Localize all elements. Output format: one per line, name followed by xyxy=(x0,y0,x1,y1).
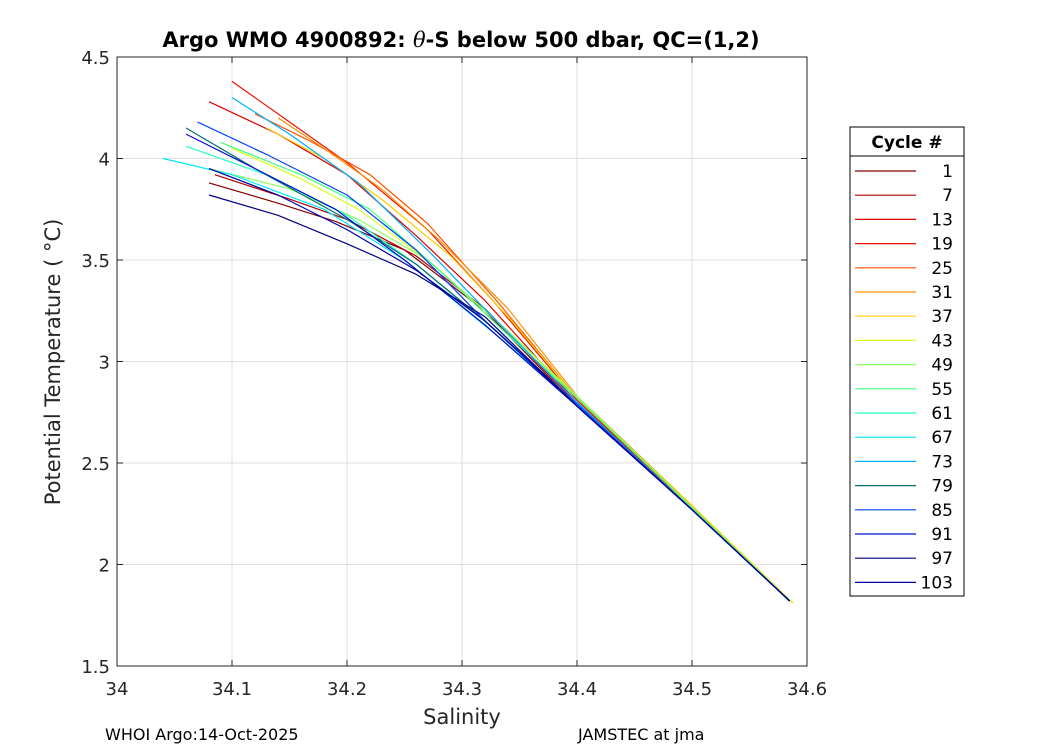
legend-label-cycle-85: 85 xyxy=(931,501,953,521)
legend-label-cycle-97: 97 xyxy=(931,549,953,569)
legend-items: 1 7 13 19 25 31 37 43 49 55 61 67 73 79 85 91 97 103 xyxy=(855,162,953,593)
legend-label-cycle-79: 79 xyxy=(931,477,953,497)
x-tick-label: 34.3 xyxy=(442,679,482,700)
legend-label-cycle-25: 25 xyxy=(931,259,953,279)
axis-ticks: 34 34.1 34.2 34.3 34.4 34.5 34.6 1.5 2 2.5 3 3.5 4 4.… xyxy=(81,48,827,700)
legend-label-cycle-19: 19 xyxy=(931,235,953,255)
x-axis-label: Salinity xyxy=(423,705,501,729)
legend-label-cycle-55: 55 xyxy=(931,380,953,400)
series-group xyxy=(162,80,794,604)
y-tick-label: 3.5 xyxy=(81,251,110,272)
x-tick-label: 34.1 xyxy=(212,679,252,700)
chart-title: Argo WMO 4900892: θ-S below 500 dbar, QC… xyxy=(162,28,759,52)
legend-label-cycle-67: 67 xyxy=(931,428,953,448)
legend-label-cycle-1: 1 xyxy=(942,162,953,182)
legend-label-cycle-7: 7 xyxy=(942,186,953,206)
y-axis-label: Potential Temperature ( °C) xyxy=(41,219,65,506)
legend-label-cycle-43: 43 xyxy=(931,331,953,351)
x-tick-label: 34.5 xyxy=(672,679,712,700)
legend-label-cycle-103: 103 xyxy=(921,573,953,593)
title-suffix: -S below 500 dbar, QC=(1,2) xyxy=(426,28,760,52)
series-line-cycle-55 xyxy=(220,141,791,602)
x-tick-label: 34 xyxy=(106,679,129,700)
x-tick-label: 34.4 xyxy=(557,679,597,700)
legend-label-cycle-37: 37 xyxy=(931,307,953,327)
legend: Cycle # 1 7 13 19 25 31 37 43 49 55 61 67 73 79 85 91 97… xyxy=(849,126,965,597)
legend-label-cycle-13: 13 xyxy=(931,210,953,230)
legend-label-cycle-31: 31 xyxy=(931,283,953,303)
x-tick-label: 34.6 xyxy=(787,679,827,700)
grid xyxy=(117,57,807,666)
legend-label-cycle-61: 61 xyxy=(931,404,953,424)
footer-credit: WHOI Argo:14-Oct-2025 xyxy=(105,725,299,744)
x-tick-label: 34.2 xyxy=(327,679,367,700)
y-tick-label: 2.5 xyxy=(81,454,110,475)
y-tick-label: 3 xyxy=(99,353,110,374)
footer-source: JAMSTEC at jma xyxy=(578,725,705,744)
y-tick-label: 1.5 xyxy=(81,657,110,678)
title-theta: θ xyxy=(413,28,426,52)
y-tick-label: 2 xyxy=(99,556,110,577)
y-tick-label: 4.5 xyxy=(81,48,110,69)
legend-box xyxy=(849,126,965,597)
y-tick-label: 4 xyxy=(99,150,110,171)
title-prefix: Argo WMO 4900892: xyxy=(162,28,413,52)
legend-label-cycle-91: 91 xyxy=(931,525,953,545)
series-line-cycle-103 xyxy=(208,168,791,602)
legend-label-cycle-49: 49 xyxy=(931,356,953,376)
legend-label-cycle-73: 73 xyxy=(931,452,953,472)
legend-title: Cycle # xyxy=(871,133,942,153)
